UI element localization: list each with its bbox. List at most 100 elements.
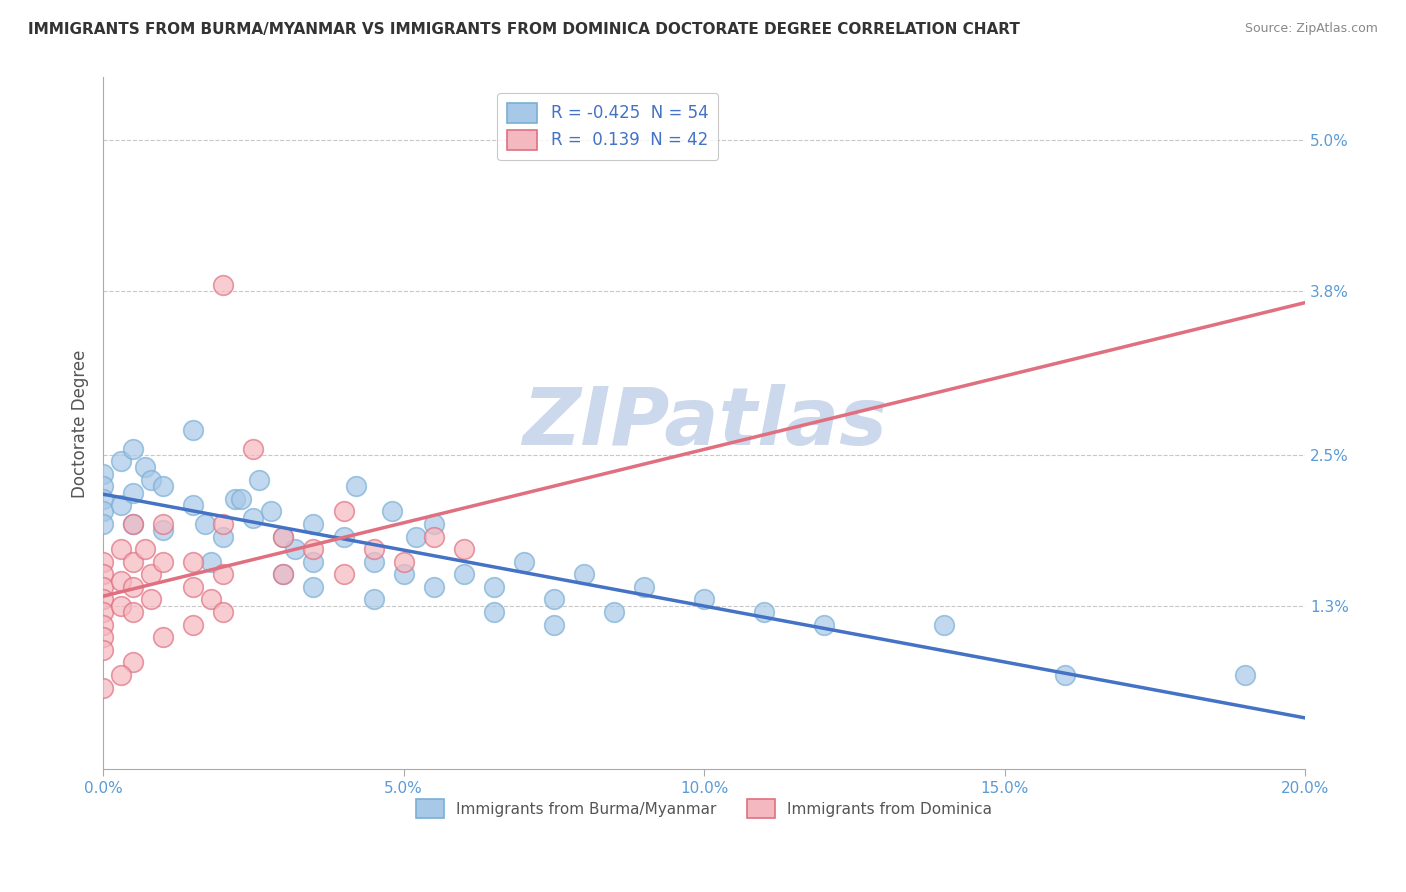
Point <box>91 580 114 594</box>
Point <box>181 555 204 569</box>
Point <box>392 567 415 582</box>
Point <box>91 592 114 607</box>
Point <box>543 617 565 632</box>
Point <box>422 516 444 531</box>
Point <box>302 580 325 594</box>
Point <box>273 530 295 544</box>
Point <box>200 592 222 607</box>
Point <box>453 542 475 557</box>
Point <box>91 630 114 644</box>
Point <box>212 567 235 582</box>
Point <box>363 542 385 557</box>
Point <box>754 605 776 619</box>
Text: Source: ZipAtlas.com: Source: ZipAtlas.com <box>1244 22 1378 36</box>
Point <box>181 498 204 512</box>
Point <box>260 504 283 518</box>
Point <box>603 605 626 619</box>
Point <box>543 592 565 607</box>
Point <box>91 555 114 569</box>
Legend: Immigrants from Burma/Myanmar, Immigrants from Dominica: Immigrants from Burma/Myanmar, Immigrant… <box>411 793 998 824</box>
Point <box>633 580 655 594</box>
Point <box>181 617 204 632</box>
Point <box>122 516 145 531</box>
Point <box>91 516 114 531</box>
Point <box>242 442 264 456</box>
Point <box>134 542 156 557</box>
Point <box>91 681 114 695</box>
Point <box>273 567 295 582</box>
Point <box>212 605 235 619</box>
Point <box>284 542 307 557</box>
Point <box>302 542 325 557</box>
Point <box>363 592 385 607</box>
Point <box>141 567 163 582</box>
Point <box>332 504 354 518</box>
Point <box>122 656 145 670</box>
Point <box>110 599 132 613</box>
Point <box>122 442 145 456</box>
Point <box>200 555 222 569</box>
Point <box>482 580 505 594</box>
Point <box>934 617 956 632</box>
Point <box>302 555 325 569</box>
Point <box>91 567 114 582</box>
Point <box>122 605 145 619</box>
Point <box>110 542 132 557</box>
Point <box>152 479 174 493</box>
Point <box>110 574 132 588</box>
Point <box>482 605 505 619</box>
Point <box>91 642 114 657</box>
Point <box>110 498 132 512</box>
Point <box>152 516 174 531</box>
Point <box>181 580 204 594</box>
Point <box>122 516 145 531</box>
Point <box>122 485 145 500</box>
Point <box>273 567 295 582</box>
Point <box>231 491 253 506</box>
Point <box>813 617 835 632</box>
Point <box>122 555 145 569</box>
Point <box>693 592 716 607</box>
Point <box>572 567 595 582</box>
Point <box>91 491 114 506</box>
Point <box>273 530 295 544</box>
Point <box>513 555 536 569</box>
Point <box>141 473 163 487</box>
Point <box>363 555 385 569</box>
Point <box>392 555 415 569</box>
Point <box>422 580 444 594</box>
Point <box>122 580 145 594</box>
Point <box>152 555 174 569</box>
Point <box>224 491 246 506</box>
Text: ZIPatlas: ZIPatlas <box>522 384 887 462</box>
Point <box>1053 668 1076 682</box>
Point <box>110 454 132 468</box>
Point <box>110 668 132 682</box>
Point <box>302 516 325 531</box>
Point <box>242 510 264 524</box>
Point <box>152 630 174 644</box>
Point <box>91 479 114 493</box>
Point <box>453 567 475 582</box>
Point <box>91 504 114 518</box>
Point <box>212 530 235 544</box>
Point <box>381 504 404 518</box>
Text: IMMIGRANTS FROM BURMA/MYANMAR VS IMMIGRANTS FROM DOMINICA DOCTORATE DEGREE CORRE: IMMIGRANTS FROM BURMA/MYANMAR VS IMMIGRA… <box>28 22 1019 37</box>
Point <box>91 617 114 632</box>
Point <box>91 467 114 481</box>
Point <box>332 530 354 544</box>
Point <box>91 605 114 619</box>
Point <box>152 524 174 538</box>
Point <box>247 473 270 487</box>
Point <box>194 516 217 531</box>
Point <box>332 567 354 582</box>
Point <box>1233 668 1256 682</box>
Point <box>422 530 444 544</box>
Point <box>212 516 235 531</box>
Point <box>405 530 427 544</box>
Point <box>134 460 156 475</box>
Point <box>141 592 163 607</box>
Point <box>212 278 235 293</box>
Point <box>181 423 204 437</box>
Point <box>344 479 367 493</box>
